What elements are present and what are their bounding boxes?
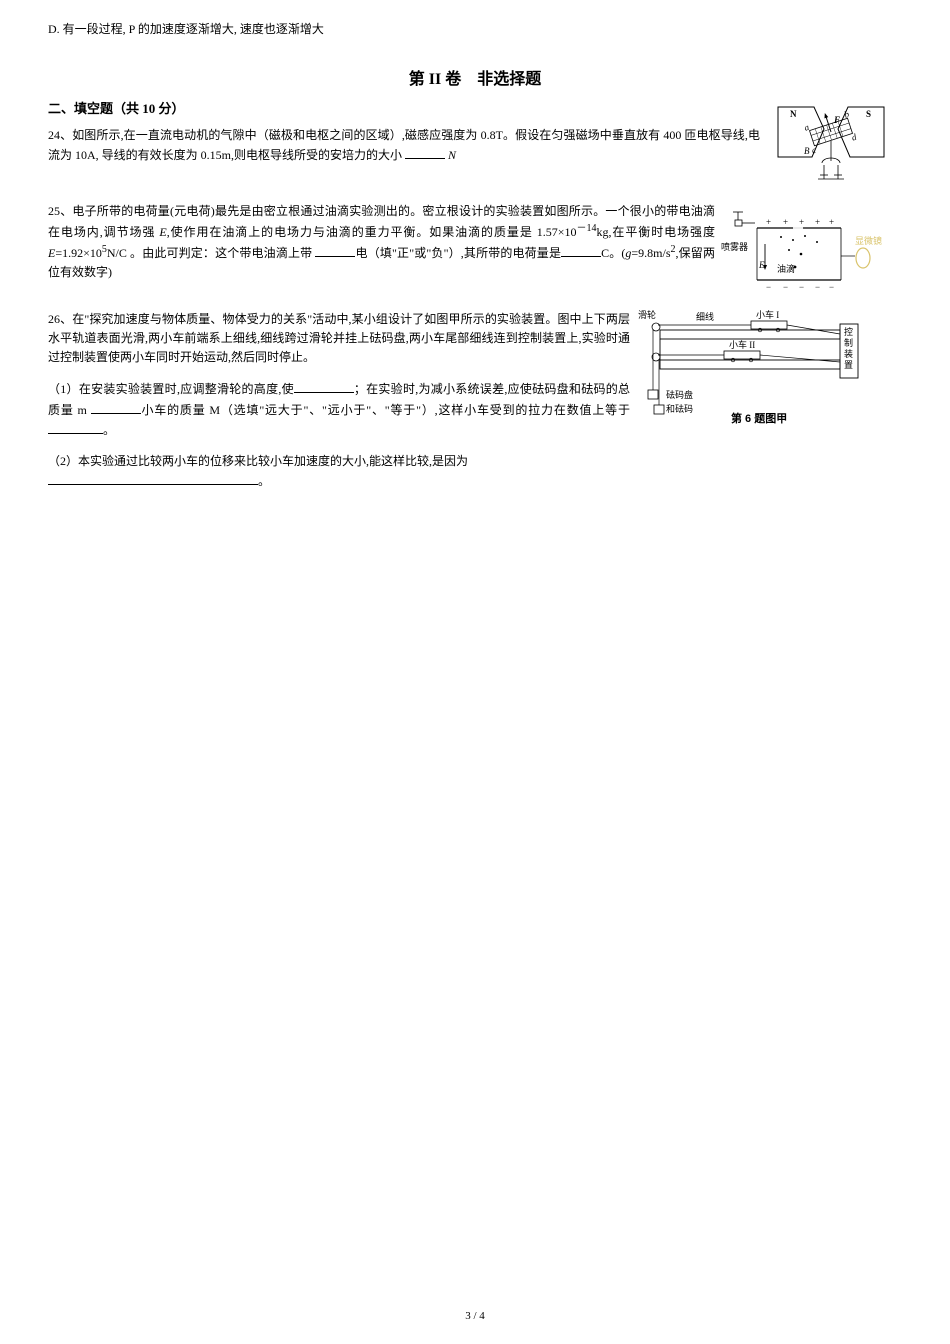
label-scope: 显微镜	[855, 235, 882, 246]
q24-text1: 如图所示,在一直流电动机的气隙中（磁极和电枢之间的区域）,磁感应强度为 0.8T…	[48, 128, 760, 162]
label-pulley: 滑轮	[638, 310, 656, 320]
q26-num: 26、	[48, 312, 72, 326]
label-plus2: +	[783, 217, 788, 227]
q25-t2: ,使作用在油滴上的电场力与油滴的重力平衡。如果油滴的质量是 1.57×10	[167, 225, 577, 239]
label-sprayer: 喷雾器	[721, 242, 748, 252]
figure-q25-oildrop: 喷雾器 + + + + + − − − − − E 油滴 显微镜	[721, 202, 896, 302]
label-car2: 小车 II	[729, 339, 755, 350]
label-car1: 小车 I	[756, 310, 779, 320]
q25-t6: 电（填"正"或"负"）,其所带的电荷量是	[355, 246, 561, 260]
label-ctrl2: 制	[844, 337, 853, 348]
q25-t4: =1.92×10	[55, 246, 102, 260]
q26-sub1-label: （1）	[48, 382, 79, 396]
label-b: b	[843, 109, 851, 120]
label-f: F	[833, 115, 840, 125]
option-d: D. 有一段过程, P 的加速度逐渐增大, 速度也逐渐增大	[48, 20, 902, 39]
q24-blank	[405, 145, 445, 159]
label-b2: B	[804, 146, 810, 156]
label-n: N	[790, 109, 797, 119]
label-minus5: −	[829, 282, 834, 292]
figure-q24-motor: N S a b c d F B	[766, 99, 896, 194]
label-minus3: −	[799, 282, 804, 292]
label-plus3: +	[799, 217, 804, 227]
label-e: E	[758, 260, 765, 270]
figure-q26-cart: 控 制 装 置 滑轮 小车 I 细线 小车 II 砝码盘 和砝码 第	[636, 310, 896, 430]
label-minus2: −	[783, 282, 788, 292]
label-a: a	[803, 121, 811, 132]
label-plate: 砝码盘	[666, 389, 693, 400]
q25-num: 25、	[48, 204, 72, 218]
label-s: S	[866, 109, 871, 119]
q26-t1: 在"探究加速度与物体质量、物体受力的关系"活动中,某小组设计了如图甲所示的实验装…	[48, 312, 630, 364]
q24-unit: N	[448, 148, 456, 162]
q25-t5: N/C 。由此可判定：这个带电油滴上带	[107, 246, 316, 260]
q25-t7: C。(	[601, 246, 625, 260]
q26-sub1-blank3	[48, 420, 103, 434]
q26-sub1-t3: 小车的质量 M（选填"远大于"、"远小于"、"等于"）,这样小车受到的拉力在数值…	[141, 403, 630, 417]
q26-sub1-t1: 在安装实验装置时,应调整滑轮的高度,使	[79, 382, 294, 396]
label-minus4: −	[815, 282, 820, 292]
q25-t8: =9.8m/s	[631, 246, 670, 260]
q26-sub2-blank	[48, 471, 258, 485]
q26-sub1-end: 。	[103, 423, 115, 437]
label-plus5: +	[829, 217, 834, 227]
q26-sub2: （2）本实验通过比较两小车的位移来比较小车加速度的大小,能这样比较,是因为 。	[48, 452, 902, 491]
label-ctrl4: 置	[844, 360, 853, 370]
label-oil: 油滴	[777, 263, 795, 274]
part-ii-header: 第 II 卷 非选择题	[48, 67, 902, 93]
label-d: d	[850, 131, 858, 142]
q26-sub2-end: 。	[258, 474, 270, 488]
q25-t3: kg,在平衡时电场强度	[597, 225, 715, 239]
fig26-caption: 第 6 题图甲	[731, 411, 787, 425]
label-plus1: +	[766, 217, 771, 227]
q26-sub1-blank2	[91, 400, 141, 414]
q25-blank2	[561, 243, 601, 257]
label-plus4: +	[815, 217, 820, 227]
q26-sub2-label: （2）	[48, 454, 78, 468]
label-ctrl3: 装	[844, 348, 853, 359]
q25-sup1: －14	[577, 223, 597, 234]
q25-blank1	[315, 243, 355, 257]
page-number: 3 / 4	[0, 1308, 950, 1326]
label-ctrl1: 控	[844, 326, 853, 337]
label-weights: 和砝码	[666, 403, 693, 414]
q26-sub2-t: 本实验通过比较两小车的位移来比较小车加速度的大小,能这样比较,是因为	[78, 454, 468, 468]
q26-sub1-blank1	[294, 379, 354, 393]
label-minus1: −	[766, 282, 771, 292]
label-string: 细线	[696, 311, 714, 322]
q24-num: 24、	[48, 128, 72, 142]
